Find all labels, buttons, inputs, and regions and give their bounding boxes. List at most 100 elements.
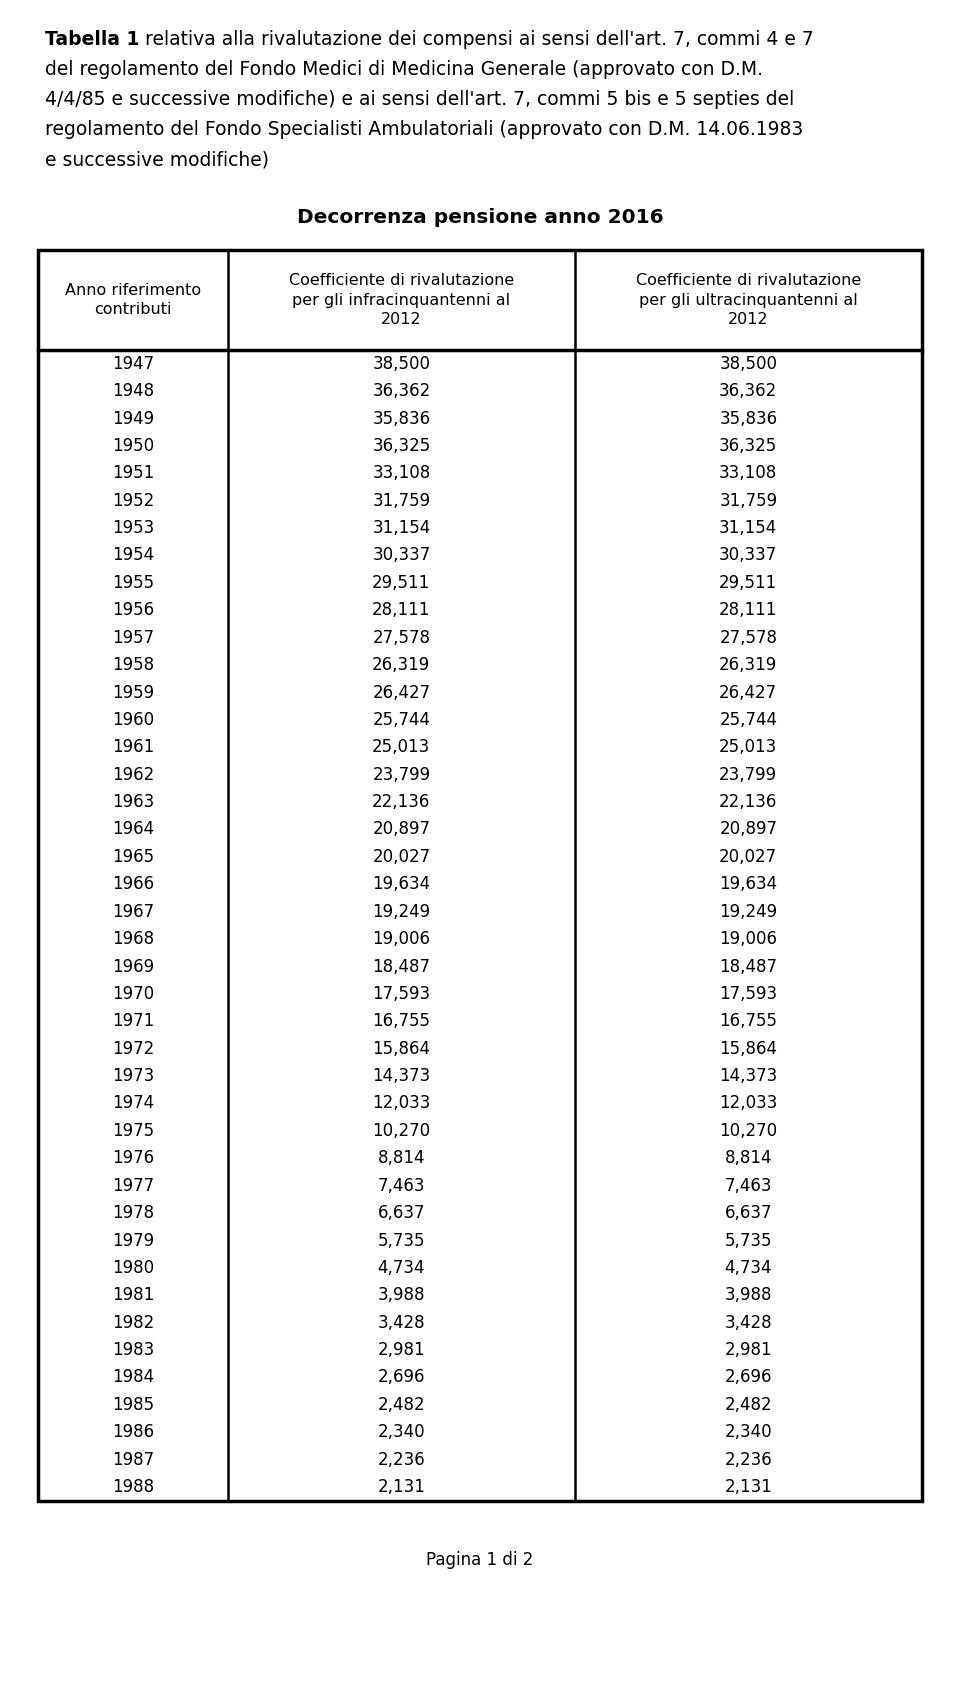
Text: 31,759: 31,759 (719, 492, 778, 509)
Text: 35,836: 35,836 (719, 409, 778, 428)
Text: 2,482: 2,482 (377, 1397, 425, 1414)
Text: 10,270: 10,270 (372, 1122, 430, 1140)
Text: 33,108: 33,108 (372, 465, 430, 482)
Text: 1966: 1966 (112, 876, 155, 893)
Text: 19,634: 19,634 (719, 876, 778, 893)
Text: 20,027: 20,027 (719, 848, 778, 865)
Text: 22,136: 22,136 (719, 792, 778, 811)
Text: 26,319: 26,319 (372, 657, 430, 674)
Text: 7,463: 7,463 (725, 1176, 772, 1195)
Text: e successive modifiche): e successive modifiche) (45, 149, 269, 170)
Text: 18,487: 18,487 (372, 957, 430, 976)
Text: 1959: 1959 (112, 684, 155, 701)
Text: Coefficiente di rivalutazione
per gli ultracinquantenni al
2012: Coefficiente di rivalutazione per gli ul… (636, 273, 861, 328)
Text: 25,013: 25,013 (719, 738, 778, 757)
Text: 1972: 1972 (112, 1040, 155, 1057)
Text: relativa alla rivalutazione dei compensi ai sensi dell'art. 7, commi 4 e 7: relativa alla rivalutazione dei compensi… (139, 31, 814, 49)
Text: 2,981: 2,981 (377, 1341, 425, 1359)
Text: 36,325: 36,325 (372, 436, 430, 455)
Text: 17,593: 17,593 (719, 984, 778, 1003)
Text: 33,108: 33,108 (719, 465, 778, 482)
Text: Tabella 1: Tabella 1 (45, 31, 139, 49)
Text: 5,735: 5,735 (725, 1232, 772, 1249)
Text: 25,744: 25,744 (719, 711, 778, 730)
Text: 1947: 1947 (112, 355, 155, 373)
Text: 15,864: 15,864 (372, 1040, 430, 1057)
Text: 26,427: 26,427 (719, 684, 778, 701)
Text: 1971: 1971 (112, 1013, 155, 1030)
Text: 5,735: 5,735 (377, 1232, 425, 1249)
Text: 38,500: 38,500 (372, 355, 430, 373)
Text: 7,463: 7,463 (377, 1176, 425, 1195)
Text: 26,427: 26,427 (372, 684, 430, 701)
Text: 30,337: 30,337 (719, 546, 778, 565)
Text: 1954: 1954 (112, 546, 155, 565)
Text: 1961: 1961 (112, 738, 155, 757)
Text: 28,111: 28,111 (372, 601, 430, 619)
Text: 23,799: 23,799 (719, 765, 778, 784)
Text: 1983: 1983 (112, 1341, 155, 1359)
Text: 27,578: 27,578 (719, 628, 778, 647)
Text: 1978: 1978 (112, 1205, 155, 1222)
Text: 6,637: 6,637 (377, 1205, 425, 1222)
Text: 31,154: 31,154 (719, 519, 778, 536)
Text: Coefficiente di rivalutazione
per gli infracinquantenni al
2012: Coefficiente di rivalutazione per gli in… (289, 273, 514, 328)
Text: 2,482: 2,482 (725, 1397, 772, 1414)
Text: 1969: 1969 (112, 957, 155, 976)
Text: 1973: 1973 (112, 1067, 155, 1084)
Text: 1981: 1981 (112, 1286, 155, 1305)
Text: 1962: 1962 (112, 765, 155, 784)
Text: 2,131: 2,131 (377, 1478, 425, 1497)
Text: 1956: 1956 (112, 601, 155, 619)
Text: 1963: 1963 (112, 792, 155, 811)
Text: 1949: 1949 (112, 409, 155, 428)
Text: 25,744: 25,744 (372, 711, 430, 730)
Text: 2,236: 2,236 (377, 1451, 425, 1468)
Text: 26,319: 26,319 (719, 657, 778, 674)
Text: 1979: 1979 (112, 1232, 155, 1249)
Text: 3,428: 3,428 (725, 1313, 772, 1332)
Text: 16,755: 16,755 (719, 1013, 778, 1030)
Text: 19,006: 19,006 (719, 930, 778, 949)
Text: 1955: 1955 (112, 574, 155, 592)
Text: 17,593: 17,593 (372, 984, 430, 1003)
Text: 4/4/85 e successive modifiche) e ai sensi dell'art. 7, commi 5 bis e 5 septies d: 4/4/85 e successive modifiche) e ai sens… (45, 90, 794, 109)
Text: 14,373: 14,373 (719, 1067, 778, 1084)
Text: 18,487: 18,487 (719, 957, 778, 976)
Text: 36,362: 36,362 (719, 382, 778, 400)
Text: 30,337: 30,337 (372, 546, 430, 565)
Text: Pagina 1 di 2: Pagina 1 di 2 (426, 1551, 534, 1568)
Text: 1988: 1988 (112, 1478, 155, 1497)
Text: 19,634: 19,634 (372, 876, 430, 893)
Text: 1964: 1964 (112, 821, 155, 838)
Text: 1968: 1968 (112, 930, 155, 949)
Text: regolamento del Fondo Specialisti Ambulatoriali (approvato con D.M. 14.06.1983: regolamento del Fondo Specialisti Ambula… (45, 120, 804, 139)
Text: 31,759: 31,759 (372, 492, 430, 509)
Text: 19,249: 19,249 (719, 903, 778, 921)
Text: 1958: 1958 (112, 657, 155, 674)
Text: 1970: 1970 (112, 984, 155, 1003)
Text: Anno riferimento
contributi: Anno riferimento contributi (65, 283, 201, 317)
Text: 14,373: 14,373 (372, 1067, 430, 1084)
Text: 1977: 1977 (112, 1176, 155, 1195)
Text: 12,033: 12,033 (719, 1095, 778, 1113)
Text: 1976: 1976 (112, 1149, 155, 1168)
Text: 1951: 1951 (112, 465, 155, 482)
Text: 19,249: 19,249 (372, 903, 430, 921)
Text: 36,362: 36,362 (372, 382, 430, 400)
Bar (38, 249, 922, 1500)
Text: 3,988: 3,988 (377, 1286, 425, 1305)
Text: 16,755: 16,755 (372, 1013, 430, 1030)
Text: 8,814: 8,814 (725, 1149, 772, 1168)
Text: 1980: 1980 (112, 1259, 155, 1276)
Text: 36,325: 36,325 (719, 436, 778, 455)
Text: 2,981: 2,981 (725, 1341, 772, 1359)
Text: 4,734: 4,734 (725, 1259, 772, 1276)
Text: 2,340: 2,340 (377, 1424, 425, 1441)
Text: 1982: 1982 (112, 1313, 155, 1332)
Text: 1974: 1974 (112, 1095, 155, 1113)
Text: 20,897: 20,897 (719, 821, 778, 838)
Text: 2,236: 2,236 (725, 1451, 772, 1468)
Text: 1957: 1957 (112, 628, 155, 647)
Text: 22,136: 22,136 (372, 792, 430, 811)
